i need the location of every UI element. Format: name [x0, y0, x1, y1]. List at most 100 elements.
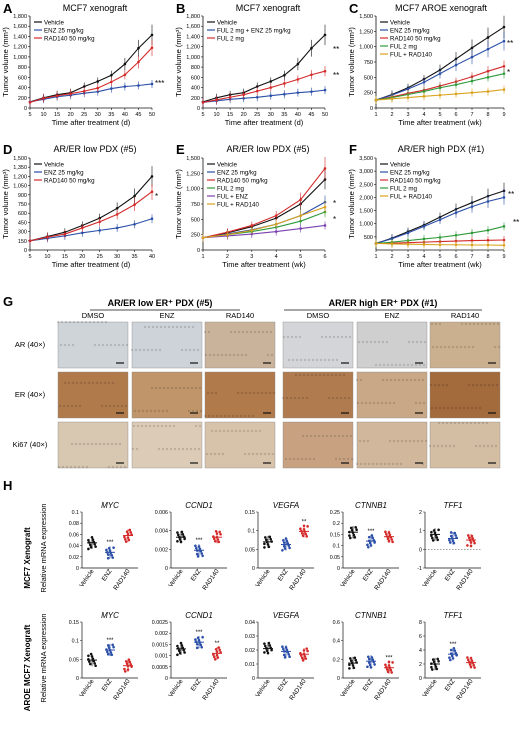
- data-dot: [281, 548, 284, 552]
- ihc-column-label: RAD140: [451, 311, 479, 320]
- ihc-texture-dot: [137, 409, 141, 413]
- x-tick-label: 3: [250, 254, 253, 260]
- y-axis-label: Tumor volume (mm³): [1, 169, 10, 239]
- y-tick-label: 1,000: [186, 55, 200, 61]
- legend-label: Vehicle: [390, 19, 411, 26]
- data-point: [502, 225, 506, 228]
- data-dot: [106, 652, 110, 656]
- line-chart-d: 0 150 300 450 600 750 900 1,050 1,200 1,350 1,500 5…: [1, 156, 155, 269]
- y-tick-label: 2: [419, 662, 422, 668]
- legend-label: Vehicle: [390, 161, 411, 168]
- series-line-1: [29, 218, 153, 242]
- data-dot: [300, 532, 304, 535]
- ihc-texture-dot: [259, 452, 263, 456]
- ihc-texture-dot: [78, 404, 82, 408]
- ihc-texture-dot: [334, 457, 338, 461]
- y-tick-label: 1,000: [359, 222, 373, 228]
- panel-letter-c: C: [349, 1, 359, 16]
- data-point: [63, 232, 67, 236]
- ihc-texture-dot: [391, 462, 395, 466]
- y-tick-label: 3,500: [359, 156, 373, 162]
- data-dot: [176, 653, 179, 657]
- x-tick-label: 30: [95, 112, 101, 118]
- ihc-texture-dot: [431, 345, 435, 349]
- data-dot: [124, 670, 127, 673]
- ihc-texture-dot: [306, 373, 310, 377]
- y-tick-label: 0: [419, 547, 422, 553]
- data-point: [422, 90, 426, 93]
- x-tick-label: 20: [68, 112, 74, 118]
- ihc-texture-dot: [445, 421, 449, 425]
- y-tick-label: 0: [419, 676, 422, 682]
- group-label: RAD140: [288, 568, 308, 592]
- data-dot: [87, 547, 90, 551]
- ihc-texture-dot: [389, 378, 393, 382]
- x-tick-label: 50: [149, 112, 155, 118]
- data-dot: [268, 644, 272, 647]
- significance-mark: **: [215, 641, 220, 647]
- ihc-texture-dot: [322, 373, 326, 377]
- data-point: [486, 47, 490, 51]
- legend-label: FUL + ENZ: [217, 193, 248, 200]
- data-point: [310, 90, 313, 93]
- group-label: Vehicle: [421, 678, 439, 699]
- ihc-texture-dot: [381, 378, 385, 382]
- group-label: RAD140: [201, 678, 221, 702]
- ihc-texture-dot: [357, 340, 361, 344]
- data-point: [422, 95, 426, 98]
- ihc-row-label: Ki67 (40×): [13, 440, 48, 449]
- ihc-image-grid: DMSO ENZ RAD140 DMSO ENZ RAD140 AR (40×) ER (40…: [13, 311, 501, 469]
- ihc-texture-dot: [373, 340, 377, 344]
- data-point: [55, 94, 59, 98]
- data-point: [283, 82, 286, 85]
- data-point: [454, 83, 458, 86]
- x-tick-label: 25: [97, 254, 103, 260]
- group-label: ENZ: [362, 568, 375, 582]
- ihc-texture-dot: [66, 404, 70, 408]
- ihc-texture-dot: [210, 429, 214, 433]
- data-point: [502, 243, 506, 247]
- ihc-texture-dot: [338, 373, 342, 377]
- x-tick-label: 5: [28, 254, 31, 260]
- data-dot: [431, 658, 435, 661]
- data-dot: [129, 663, 132, 666]
- significance-mark: ***: [195, 538, 203, 544]
- gene-title: MYC: [101, 501, 119, 510]
- gene-title: CCND1: [185, 611, 213, 620]
- data-point: [406, 87, 410, 91]
- ihc-texture-dot: [264, 391, 268, 395]
- ihc-texture-dot: [111, 465, 115, 469]
- ihc-texture-dot: [332, 335, 336, 339]
- y-tick-label: 200: [18, 96, 27, 102]
- ihc-texture-dot: [75, 381, 79, 385]
- ihc-texture-dot: [159, 325, 163, 329]
- data-dot: [391, 661, 394, 664]
- data-point: [250, 224, 254, 227]
- ihc-texture-dot: [258, 429, 262, 433]
- data-point: [80, 231, 84, 235]
- data-point: [502, 238, 506, 242]
- ihc-texture-dot: [63, 381, 67, 385]
- data-dot: [200, 552, 203, 555]
- ihc-texture-dot: [436, 444, 440, 448]
- panel-b-significance-top: **: [333, 45, 339, 54]
- ihc-texture-dot: [247, 452, 251, 456]
- data-point: [296, 91, 300, 94]
- ihc-texture-dot: [261, 330, 265, 334]
- data-dot: [449, 541, 452, 544]
- ihc-texture-dot: [380, 401, 384, 405]
- ihc-texture-dot: [204, 353, 208, 357]
- ihc-texture-dot: [108, 404, 112, 408]
- data-point: [110, 87, 113, 90]
- y-tick-label: 500: [364, 75, 373, 81]
- ihc-texture-dot: [342, 457, 346, 461]
- ihc-texture-dot: [216, 353, 220, 357]
- y-tick-label: 2,000: [359, 195, 373, 201]
- x-tick-label: 2: [226, 254, 229, 260]
- x-axis-label: Time after treatment (d): [225, 118, 304, 127]
- legend-label: FUL 2 mg: [217, 185, 244, 192]
- ihc-texture-dot: [432, 444, 436, 448]
- ihc-texture-dot: [181, 447, 185, 451]
- data-dot: [176, 539, 179, 543]
- data-point: [486, 90, 490, 93]
